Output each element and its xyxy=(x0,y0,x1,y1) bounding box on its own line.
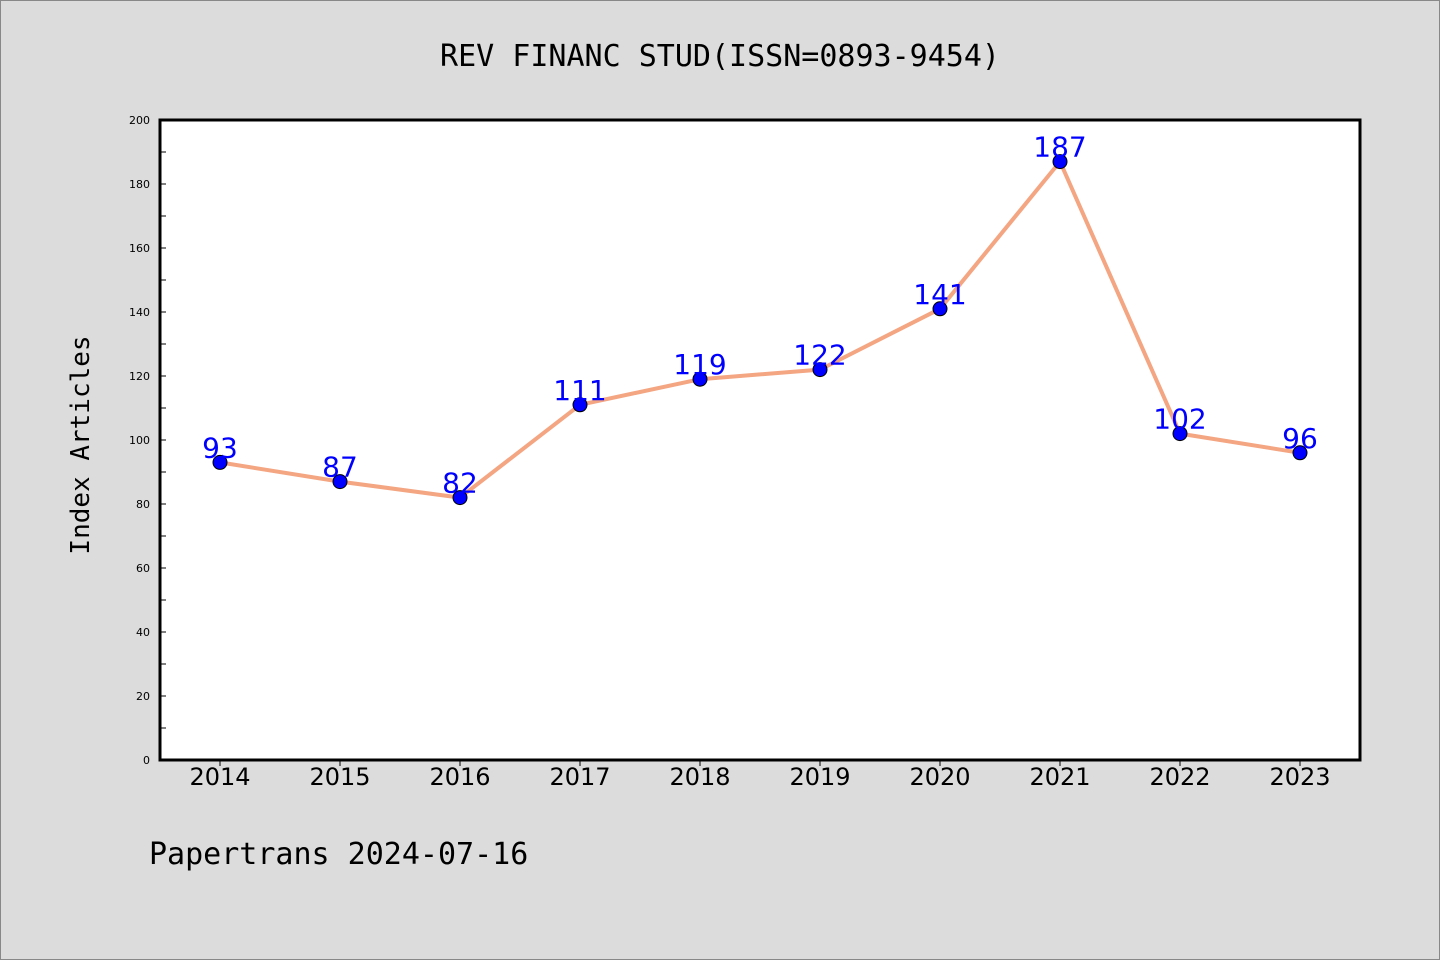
data-labels: 93 87 82 111 119 122 141 187 102 96 xyxy=(202,131,1318,500)
y-tick-label: 200 xyxy=(129,114,150,127)
x-tick-label: 2018 xyxy=(669,763,730,791)
x-axis: 2014 2015 2016 2017 2018 2019 2020 2021 2022 2023 xyxy=(189,760,1331,791)
plot-area xyxy=(158,118,1362,762)
data-point xyxy=(572,397,588,413)
x-tick-label: 2020 xyxy=(909,763,970,791)
data-label: 87 xyxy=(322,451,358,484)
x-tick-label: 2017 xyxy=(549,763,610,791)
y-tick-label: 20 xyxy=(136,690,150,703)
y-tick-label: 180 xyxy=(129,178,150,191)
data-point xyxy=(812,362,828,378)
data-point xyxy=(452,490,468,506)
data-label: 102 xyxy=(1153,403,1206,436)
data-point xyxy=(1292,445,1308,461)
x-tick-label: 2022 xyxy=(1149,763,1210,791)
y-tick-label: 0 xyxy=(143,754,150,767)
series-layer xyxy=(212,154,1308,506)
data-point xyxy=(1172,426,1188,442)
y-tick-label: 160 xyxy=(129,242,150,255)
y-tick-label: 60 xyxy=(136,562,150,575)
data-label: 119 xyxy=(673,348,726,381)
data-label: 141 xyxy=(913,278,966,311)
data-label: 122 xyxy=(793,339,846,372)
data-label: 187 xyxy=(1033,131,1086,164)
series-line xyxy=(218,159,1302,500)
data-label: 82 xyxy=(442,467,478,500)
x-tick-label: 2019 xyxy=(789,763,850,791)
data-point xyxy=(1052,154,1068,170)
x-tick-label: 2023 xyxy=(1269,763,1330,791)
y-tick-label: 120 xyxy=(129,370,150,383)
x-tick-label: 2016 xyxy=(429,763,490,791)
x-tick-label: 2014 xyxy=(189,763,250,791)
y-axis-label: Index Articles xyxy=(66,335,96,554)
chart-title: REV FINANC STUD(ISSN=0893-9454) xyxy=(440,39,1000,74)
y-axis: 0 20 40 60 80 100 120 140 160 180 200 xyxy=(129,114,166,767)
x-tick-label: 2015 xyxy=(309,763,370,791)
data-point xyxy=(932,301,948,317)
data-point xyxy=(332,474,348,490)
data-point xyxy=(212,454,228,470)
y-tick-label: 80 xyxy=(136,498,150,511)
y-tick-label: 100 xyxy=(129,434,150,447)
data-label: 96 xyxy=(1282,422,1318,455)
data-label: 93 xyxy=(202,431,238,464)
x-tick-label: 2021 xyxy=(1029,763,1090,791)
y-tick-label: 40 xyxy=(136,626,150,639)
footer-text: Papertrans 2024-07-16 xyxy=(149,837,528,872)
data-point xyxy=(692,371,708,387)
y-tick-label: 140 xyxy=(129,306,150,319)
data-label: 111 xyxy=(553,374,606,407)
